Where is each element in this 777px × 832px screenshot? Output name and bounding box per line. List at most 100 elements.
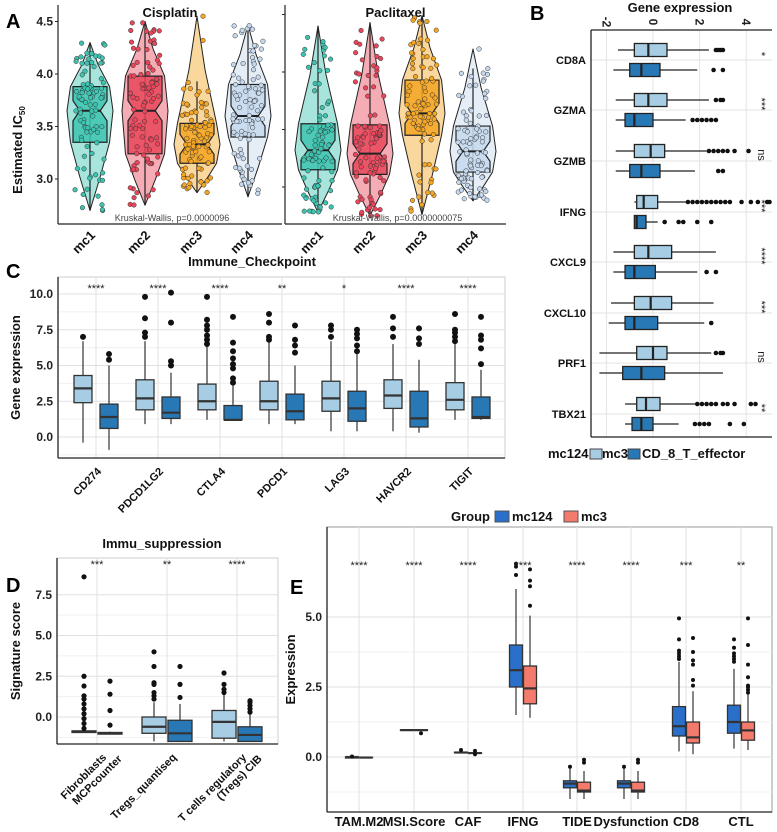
legend-label-mc3: mc3 [581,509,607,524]
mc124-3-box [508,644,524,688]
jitter-point [430,131,436,138]
mc124-TBX21-outlier [753,401,758,407]
mc3-5-box [630,781,646,793]
jitter-point [232,33,238,39]
jitter-point [197,124,203,130]
x-tick-label: T cells regulatory(Tregs) CIB [176,745,264,832]
jitter-point [86,56,92,62]
jitter-point [316,158,322,164]
jitter-point [419,202,425,208]
jitter-point [148,30,154,36]
mc3-5-outlier [416,341,422,348]
mc124-4-outlier [568,764,572,769]
jitter-point [305,34,311,40]
mc124-7-outlier [732,645,736,650]
gene-label: CD8A [556,55,586,67]
jitter-point [89,150,95,157]
mc3-6-outlier [478,332,484,339]
y-tick-label: 4.5 [36,15,53,29]
jitter-point [179,112,185,119]
jitter-point [417,113,423,119]
mc124-1-box [135,379,155,411]
jitter-point [317,113,323,119]
jitter-point [428,180,434,186]
mc3-2-outlier [247,698,253,704]
panel-e: 0.0 2.5 5.0 Expression **** TAM.M2 **** MSI.Sco… [283,509,773,829]
mc124-1-outlier [151,680,157,686]
significance-label: * [755,52,767,57]
jitter-point [133,126,139,132]
jitter-point [422,119,428,125]
jitter-point [79,40,85,46]
jitter-point [89,51,95,57]
mc3-IFNG-outlier [680,219,686,225]
jitter-point [79,72,85,78]
jitter-point [379,36,385,42]
jitter-point [374,65,380,71]
jitter-point [239,181,245,187]
jitter-point [202,120,209,126]
jitter-point [143,142,149,148]
jitter-point [482,149,488,156]
mc124-1-outlier [151,689,157,696]
mc3-1-box [161,396,181,420]
mc124-0-outlier [81,701,87,707]
jitter-point [429,92,435,98]
mc3-1-outlier [168,319,174,326]
mc124-GZMB-box [633,143,666,159]
mc124-6-outlier [452,333,458,340]
y-tick-label: 3.0 [36,172,53,186]
x-tick-label: mc1 [297,228,326,257]
jitter-point [468,176,475,182]
mc3-6-outlier [691,678,695,682]
mc124-0-outlier [81,574,87,580]
jitter-point [249,104,255,110]
mc3-4-outlier [354,335,360,342]
jitter-point [205,131,211,137]
mc3-7-outlier [746,675,750,680]
jitter-point [237,165,243,171]
jitter-point [101,156,107,162]
jitter-point [181,86,187,92]
jitter-point [356,71,362,77]
jitter-point [144,156,150,162]
jitter-point [237,135,243,141]
legend-label-mc124: mc124 [512,509,553,524]
mc124-6-outlier [452,326,458,333]
jitter-point [468,108,474,114]
jitter-point [189,173,195,179]
mc3-7-outlier [746,683,750,688]
mc124-7-outlier [732,637,736,642]
jitter-point [430,56,437,62]
jitter-point [90,113,96,119]
y-tick-label: 2.5 [35,669,52,683]
significance-label: ** [737,560,746,572]
mc124-0-outlier [80,333,86,340]
jitter-point [315,209,321,215]
jitter-point [363,155,369,161]
jitter-point [99,55,105,61]
jitter-point [238,151,244,157]
jitter-point [246,117,253,123]
mc3-6-box [685,721,701,744]
jitter-point [129,20,135,26]
jitter-point [237,146,243,152]
mc124-1-box [141,716,167,734]
mc124-3-outlier [514,564,518,569]
jitter-point [312,148,318,154]
jitter-point [79,60,85,66]
jitter-point [257,155,263,162]
jitter-point [323,155,329,161]
mc3-PRF1-box [622,365,666,381]
mc3-3-outlier [528,567,532,572]
y-axis-label-sub: 50 [18,106,27,115]
jitter-point [185,146,191,152]
jitter-point [231,150,237,157]
mc124-TBX21-outlier [704,401,709,407]
jitter-point [329,127,335,133]
jitter-point [199,104,205,110]
jitter-point [323,200,329,206]
x-tick-label: FibroblastsMCPcounter [59,744,125,810]
mc124-6-box [671,705,687,737]
jitter-point [410,120,416,126]
